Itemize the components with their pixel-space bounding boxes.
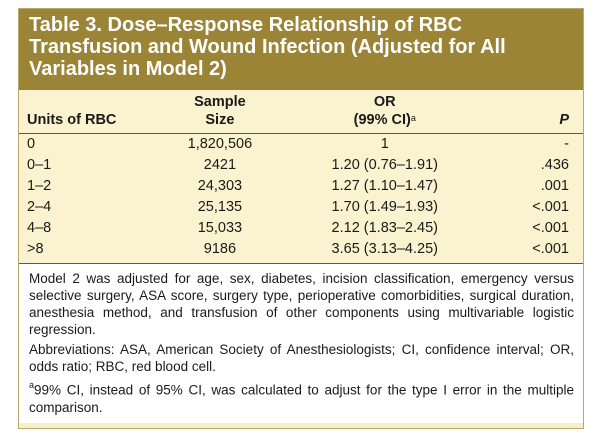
cell-odds-ratio: 2.12 (1.83–2.45) [331, 220, 438, 236]
table-notes: Model 2 was adjusted for age, sex, diabe… [19, 263, 583, 423]
table-title: Table 3. Dose–Response Relationship of R… [19, 9, 583, 90]
cell-odds-ratio: 1.27 (1.10–1.47) [331, 178, 438, 194]
cell-units: 0–1 [27, 157, 52, 173]
cell-odds-ratio: 1 [380, 136, 389, 152]
table-title-line-1: Table 3. Dose–Response Relationship of R… [29, 14, 463, 36]
header-or-line-2: (99% CI)a [287, 111, 483, 129]
table-row: 1–2 24,303 1.27 (1.10–1.47) .001 [19, 176, 583, 197]
cell-sample-size: 25,135 [197, 199, 243, 215]
note-abbreviations: Abbreviations: ASA, American Society of … [29, 342, 574, 374]
cell-p-value: <.001 [532, 199, 569, 215]
footnote-a-text: 99% CI, instead of 95% CI, was calculate… [29, 382, 574, 415]
cell-p-value: <.001 [532, 241, 569, 257]
cell-units: 1–2 [27, 178, 52, 194]
header-p-value: P [486, 90, 583, 134]
header-units: Units of RBC [19, 90, 158, 134]
table-title-line-2: Transfusion and Wound Infection (Adjuste… [29, 36, 506, 58]
table-header: Units of RBC Sample Size OR (99% CI)a P [19, 90, 583, 134]
dose-response-table: Units of RBC Sample Size OR (99% CI)a P … [19, 90, 583, 263]
header-or-ci: (99% CI) [353, 112, 411, 128]
table-figure: Table 3. Dose–Response Relationship of R… [18, 8, 584, 429]
cell-sample-size: 9186 [203, 241, 237, 257]
cell-odds-ratio: 1.20 (0.76–1.91) [331, 157, 438, 173]
header-odds-ratio: OR (99% CI)a [282, 90, 487, 134]
cell-units: >8 [27, 241, 44, 257]
cell-odds-ratio: 3.65 (3.13–4.25) [331, 241, 438, 257]
header-size-line-1: Sample [194, 94, 246, 110]
header-sample-size: Sample Size [157, 90, 283, 134]
table-row: >8 9186 3.65 (3.13–4.25) <.001 [19, 239, 583, 263]
cell-sample-size: 15,033 [197, 220, 243, 236]
table-row: 0–1 2421 1.20 (0.76–1.91) .436 [19, 155, 583, 176]
cell-sample-size: 1,820,506 [187, 136, 253, 152]
cell-p-value: - [564, 136, 569, 152]
table-body: 0 1,820,506 1 - 0–1 2421 1.20 (0.76–1.91… [19, 134, 583, 264]
table-row: 2–4 25,135 1.70 (1.49–1.93) <.001 [19, 197, 583, 218]
cell-units: 2–4 [27, 199, 52, 215]
note-footnote-a: a99% CI, instead of 95% CI, was calculat… [29, 378, 574, 416]
cell-sample-size: 24,303 [197, 178, 243, 194]
header-p-label: P [559, 112, 569, 128]
header-or-footnote-marker: a [410, 113, 416, 123]
cell-odds-ratio: 1.70 (1.49–1.93) [331, 199, 438, 215]
cell-p-value: .001 [540, 178, 569, 194]
cell-units: 0 [27, 136, 36, 152]
table-row: 0 1,820,506 1 - [19, 134, 583, 156]
cell-sample-size: 2421 [203, 157, 237, 173]
cell-p-value: .436 [540, 157, 569, 173]
cell-p-value: <.001 [532, 220, 569, 236]
cell-units: 4–8 [27, 220, 52, 236]
note-model-2: Model 2 was adjusted for age, sex, diabe… [29, 271, 574, 337]
header-or-line-1: OR [373, 94, 396, 110]
header-size-line-2: Size [205, 112, 235, 128]
footnote-marker: a [29, 380, 35, 390]
table-row: 4–8 15,033 2.12 (1.83–2.45) <.001 [19, 218, 583, 239]
header-row: Units of RBC Sample Size OR (99% CI)a P [19, 90, 583, 134]
table-title-line-3: Variables in Model 2) [29, 58, 227, 80]
header-units-label: Units of RBC [27, 112, 117, 128]
